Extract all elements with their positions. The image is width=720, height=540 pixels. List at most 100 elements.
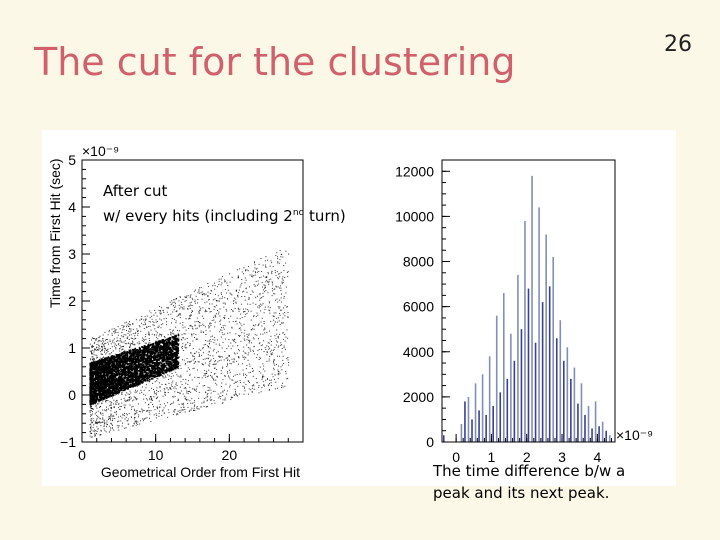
scatter-point [121,417,123,419]
scatter-point [175,354,177,357]
scatter-point [114,364,116,366]
scatter-point [93,420,95,422]
scatter-point [208,369,210,371]
scatter-point [91,408,93,410]
scatter-point [188,315,190,317]
scatter-point [194,358,196,360]
scatter-point [284,334,286,336]
scatter-point [121,346,123,348]
scatter-point [124,400,126,402]
scatter-point [128,334,130,336]
scatter-point [271,271,273,273]
scatter-point [160,319,162,321]
scatter-point [130,324,132,326]
scatter-point [132,400,134,402]
scatter-point [191,398,193,400]
scatter-point [245,368,247,370]
scatter-point [178,343,180,345]
scatter-point [202,363,204,365]
scatter-point [91,344,93,346]
scatter-point [144,324,146,326]
scatter-point [183,333,185,335]
scatter-point [245,279,247,281]
scatter-point [237,295,239,297]
scatter-point [185,382,187,384]
scatter-point [287,359,289,361]
scatter-point [234,388,236,390]
scatter-point [259,277,261,279]
scatter-point [102,339,104,341]
scatter-point [150,329,152,331]
scatter-point [101,402,103,404]
scatter-point [246,269,248,271]
scatter-point [208,308,210,310]
scatter-point [94,366,96,369]
scatter-point [92,430,94,432]
scatter-point [119,405,121,407]
scatter-point [281,347,283,349]
scatter-point [170,358,172,361]
scatter-point [142,370,144,372]
scatter-point [182,337,184,339]
scatter-point [99,357,101,359]
scatter-point [144,336,146,338]
scatter-point [110,404,112,406]
scatter-point [238,350,240,352]
scatter-point [122,329,124,331]
scatter-point [288,253,290,255]
scatter-point [145,410,147,412]
scatter-point [183,406,185,408]
scatter-point [287,271,289,273]
scatter-point [130,408,132,410]
scatter-point [140,365,142,368]
scatter-point [279,276,281,278]
scatter-point [232,361,234,363]
scatter-point [235,382,237,384]
scatter-point [243,350,245,352]
scatter-point [113,338,115,340]
scatter-point [117,326,119,328]
scatter-point [186,370,188,372]
scatter-point [139,369,141,372]
scatter-point [91,345,93,347]
scatter-point [254,272,256,274]
scatter-point [228,355,230,357]
scatter-point [130,328,132,330]
scatter-point [105,426,107,428]
scatter-point [189,409,191,411]
scatter-point [275,285,277,287]
scatter-point [253,325,255,327]
scatter-point [268,283,270,285]
scatter-point [205,376,207,378]
scatter-point [277,335,279,337]
scatter-point [195,328,197,330]
scatter-point [245,287,247,289]
scatter-point [284,385,286,387]
scatter-point [103,394,105,397]
scatter-point [157,343,160,346]
scatter-point [115,361,118,364]
scatter-point [269,347,271,349]
scatter-point [260,333,262,335]
scatter-point [168,378,170,380]
scatter-point [174,391,176,393]
scatter-point [152,404,154,406]
scatter-point [251,276,253,278]
scatter-point [144,364,146,366]
scatter-point [122,414,124,416]
scatter-point [117,334,119,336]
scatter-point [125,404,127,406]
scatter-point [169,328,171,330]
scatter-point [123,415,125,417]
scatter-point [175,342,177,345]
scatter-point [162,409,164,411]
scatter-point [157,396,159,398]
scatter-point [158,356,161,358]
scatter-point [124,340,126,342]
scatter-point [92,387,95,389]
scatter-point [174,307,176,309]
scatter-point [89,431,91,433]
scatter-point [189,342,191,344]
scatter-point [95,383,98,386]
scatter-point [194,389,196,391]
